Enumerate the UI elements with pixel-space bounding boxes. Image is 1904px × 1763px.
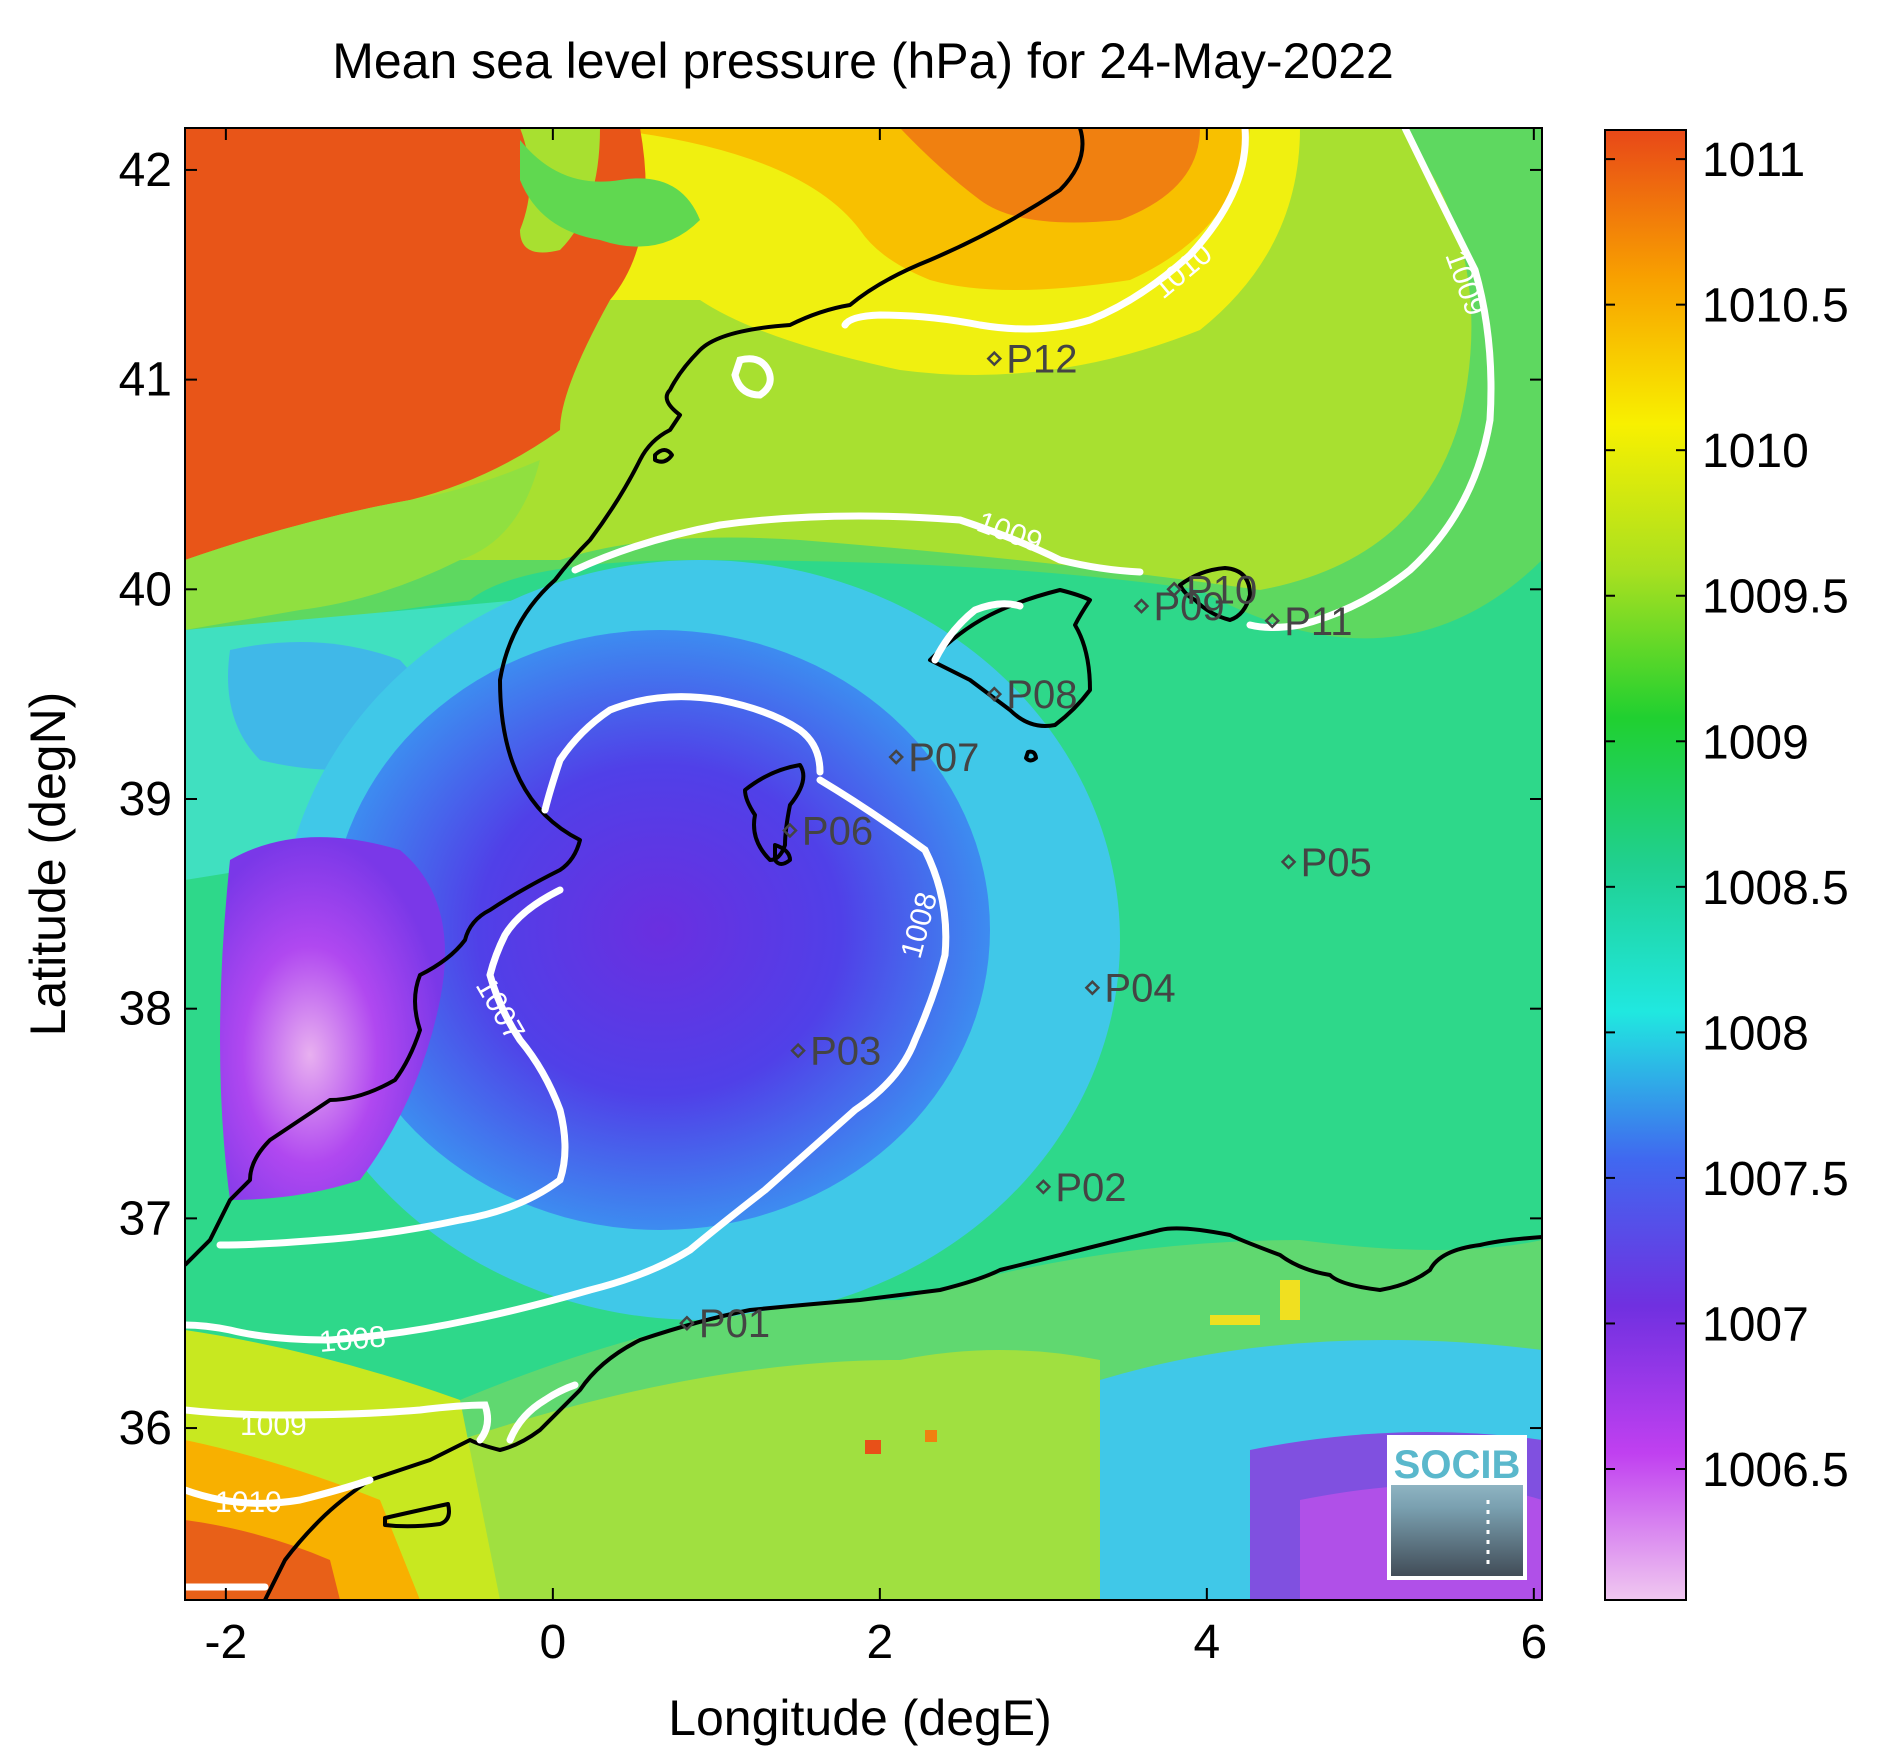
station-marker — [782, 822, 798, 839]
y-tick-label: 36 — [119, 1402, 172, 1455]
station-label: P04 — [1104, 967, 1175, 1011]
station-marker — [679, 1315, 695, 1331]
y-tick-label: 39 — [119, 773, 172, 826]
x-tick-label: 4 — [1193, 1616, 1220, 1669]
station-label: P12 — [1006, 338, 1077, 382]
station-label: P05 — [1301, 841, 1372, 885]
x-axis-label: Longitude (degE) — [668, 1690, 1052, 1746]
y-tick-label: 37 — [119, 1192, 172, 1245]
station-label: P08 — [1006, 673, 1077, 717]
socib-logo: SOCIB — [1387, 1435, 1527, 1580]
station-label: P07 — [908, 736, 979, 780]
x-axis: -2 0 2 4 6 — [205, 128, 1547, 1669]
station-marker — [1084, 979, 1101, 996]
y-axis: 36 37 38 39 40 41 42 — [119, 144, 1542, 1455]
socib-logo-text: SOCIB — [1394, 1443, 1521, 1487]
station-marker — [1264, 612, 1280, 629]
colorbar-tick-label: 1008.5 — [1702, 862, 1849, 915]
contour-label: 1009 — [240, 1409, 307, 1442]
y-tick-label: 40 — [119, 563, 172, 616]
station-label: P01 — [699, 1302, 770, 1346]
map-title: Mean sea level pressure (hPa) for 24-May… — [332, 33, 1394, 89]
colorbar-scale — [1604, 129, 1687, 1601]
colorbar-tick-label: 1006.5 — [1702, 1444, 1849, 1497]
station-marker — [790, 1042, 806, 1059]
colorbar-ticks: 1011 1010.5 1010 1009.5 1009 1008.5 1008 1007.5… — [1605, 134, 1849, 1497]
x-tick-label: 0 — [540, 1616, 567, 1669]
colorbar-tick-label: 1010.5 — [1702, 280, 1849, 333]
colorbar-tick-label: 1007 — [1702, 1298, 1809, 1351]
map-frame — [184, 127, 1543, 1601]
station-label: P09 — [1153, 585, 1224, 629]
contours — [185, 128, 1495, 1591]
station-marker — [986, 686, 1003, 702]
station-marker — [1280, 854, 1297, 870]
colorbar: 1011 1010.5 1010 1009.5 1009 1008.5 1008 1007.5… — [1604, 129, 1849, 1601]
y-tick-label: 42 — [119, 144, 172, 197]
station-marker — [1133, 598, 1150, 614]
station-label: P02 — [1055, 1166, 1126, 1210]
y-tick-label: 41 — [119, 354, 172, 407]
station-marker — [986, 350, 1003, 367]
station-label: P06 — [802, 809, 873, 853]
x-tick-label: -2 — [205, 1616, 248, 1669]
colorbar-tick-label: 1009.5 — [1702, 571, 1849, 624]
contour-label: 1010 — [215, 1486, 282, 1519]
colorbar-tick-label: 1010 — [1702, 425, 1809, 478]
station-marker — [1035, 1179, 1052, 1195]
station-marker — [1166, 581, 1182, 598]
contour-label: 1008 — [318, 1320, 387, 1359]
colorbar-tick-label: 1011 — [1702, 134, 1805, 187]
station-label: P11 — [1284, 600, 1352, 644]
y-tick-label: 38 — [119, 983, 172, 1036]
x-tick-label: 6 — [1520, 1616, 1547, 1669]
colorbar-tick-label: 1008 — [1702, 1007, 1809, 1060]
colorbar-tick-label: 1009 — [1702, 716, 1809, 769]
pressure-field — [185, 128, 1542, 1600]
colorbar-tick-label: 1007.5 — [1702, 1153, 1849, 1206]
y-axis-label: Latitude (degN) — [20, 692, 76, 1037]
station-marker — [888, 749, 904, 765]
x-tick-label: 2 — [866, 1616, 893, 1669]
station-label: P10 — [1186, 568, 1257, 612]
station-label: P03 — [810, 1030, 881, 1074]
